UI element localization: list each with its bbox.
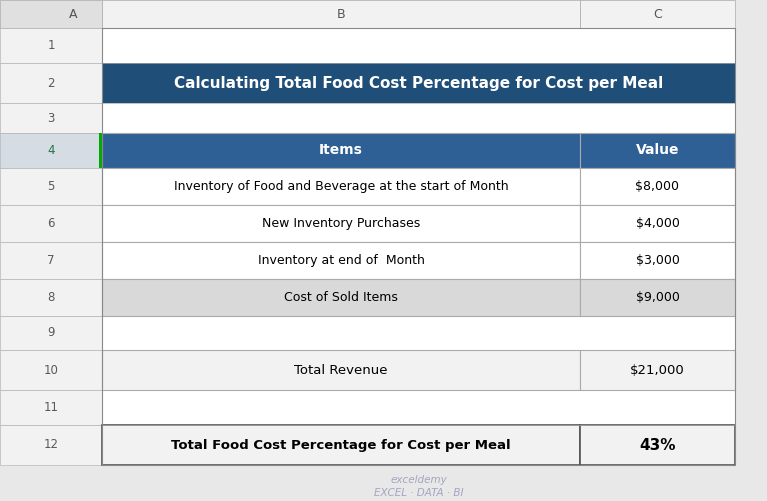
Text: $4,000: $4,000	[636, 217, 680, 230]
Bar	[102, 350, 580, 390]
Text: Calculating Total Food Cost Percentage for Cost per Meal: Calculating Total Food Cost Percentage f…	[174, 76, 663, 91]
Bar	[0, 390, 102, 425]
Bar	[102, 205, 580, 242]
Bar	[0, 242, 102, 279]
Bar	[102, 28, 735, 63]
Bar	[102, 316, 735, 350]
Text: Items: Items	[319, 143, 363, 157]
Bar	[580, 242, 735, 279]
Bar	[0, 425, 102, 465]
Bar	[0, 205, 102, 242]
Text: 3: 3	[48, 112, 54, 125]
Bar	[102, 103, 735, 133]
Bar	[102, 168, 580, 205]
Bar	[580, 168, 735, 205]
Text: 2: 2	[48, 77, 54, 90]
Text: $21,000: $21,000	[630, 364, 685, 376]
Text: 9: 9	[48, 327, 54, 340]
Bar	[0, 103, 102, 133]
Bar	[0, 63, 102, 103]
Bar	[102, 279, 580, 316]
Text: 12: 12	[44, 438, 58, 451]
Bar	[102, 28, 735, 465]
Text: B: B	[337, 8, 345, 21]
Text: 7: 7	[48, 254, 54, 267]
Text: Total Food Cost Percentage for Cost per Meal: Total Food Cost Percentage for Cost per …	[171, 438, 511, 451]
Bar	[580, 279, 735, 316]
Bar	[102, 133, 580, 168]
Text: C: C	[653, 8, 662, 21]
Bar	[102, 242, 580, 279]
Bar	[0, 279, 102, 316]
Text: Cost of Sold Items: Cost of Sold Items	[284, 291, 398, 304]
Bar	[580, 350, 735, 390]
Bar	[102, 0, 580, 28]
Bar	[580, 425, 735, 465]
Text: $9,000: $9,000	[636, 291, 680, 304]
Text: Inventory of Food and Beverage at the start of Month: Inventory of Food and Beverage at the st…	[173, 180, 509, 193]
Text: New Inventory Purchases: New Inventory Purchases	[262, 217, 420, 230]
Text: 4: 4	[48, 144, 54, 157]
Bar	[102, 63, 735, 103]
Text: 11: 11	[44, 401, 58, 414]
Text: 6: 6	[48, 217, 54, 230]
Text: 10: 10	[44, 364, 58, 376]
Text: A: A	[69, 8, 77, 21]
Text: 8: 8	[48, 291, 54, 304]
Bar	[99, 133, 102, 168]
Text: $3,000: $3,000	[636, 254, 680, 267]
Text: 5: 5	[48, 180, 54, 193]
Bar	[0, 168, 102, 205]
Text: Inventory at end of  Month: Inventory at end of Month	[258, 254, 424, 267]
Bar	[580, 133, 735, 168]
Text: $8,000: $8,000	[636, 180, 680, 193]
Bar	[580, 0, 735, 28]
Bar	[580, 28, 735, 465]
Text: Total Revenue: Total Revenue	[295, 364, 388, 376]
Bar	[102, 390, 735, 425]
Bar	[580, 205, 735, 242]
Text: exceldemy
EXCEL · DATA · BI: exceldemy EXCEL · DATA · BI	[374, 475, 463, 498]
Bar	[102, 425, 580, 465]
Text: 43%: 43%	[639, 437, 676, 452]
Text: Value: Value	[636, 143, 680, 157]
Bar	[0, 133, 102, 168]
Bar	[0, 316, 102, 350]
Bar	[0, 350, 102, 390]
Bar	[0, 28, 102, 63]
Text: 1: 1	[48, 39, 54, 52]
Bar	[0, 0, 102, 28]
